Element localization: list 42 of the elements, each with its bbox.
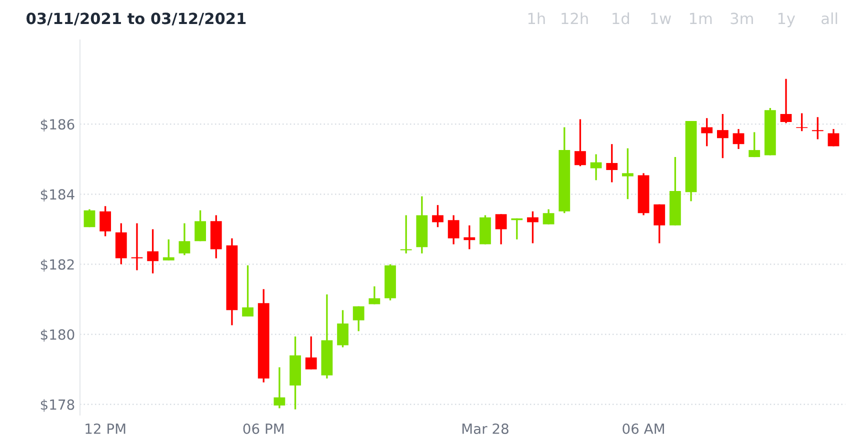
y-tick-label: $180 — [40, 329, 74, 342]
candlestick — [178, 222, 190, 256]
candlestick — [622, 147, 634, 200]
candlestick — [194, 209, 206, 242]
candlestick — [654, 204, 666, 244]
candlestick — [495, 213, 507, 246]
candlestick — [368, 286, 380, 306]
x-tick-label: 06 AM — [622, 424, 664, 434]
candlestick — [100, 205, 112, 238]
candlestick — [84, 208, 96, 228]
candlestick — [242, 264, 254, 318]
candlestick — [828, 128, 840, 148]
y-tick-label: $184 — [40, 188, 74, 202]
candlestick — [542, 208, 554, 226]
candlestick — [464, 224, 476, 250]
candlestick — [716, 113, 728, 159]
x-tick-label: 12 PM — [86, 424, 126, 434]
candlestick — [780, 78, 792, 124]
candlestick — [274, 366, 286, 410]
candlestick — [448, 214, 460, 246]
candlestick — [527, 210, 538, 244]
chart-title: 03/11/2021 to 03/12/2021 — [26, 12, 246, 26]
candlestick — [162, 238, 174, 262]
candlestick — [574, 118, 586, 168]
candlestick — [732, 128, 744, 150]
candlestick — [337, 309, 348, 348]
x-tick-label: Mar 28 — [462, 424, 508, 434]
candlestick — [748, 131, 760, 158]
y-tick-label: $182 — [40, 258, 74, 272]
candlestick — [147, 228, 158, 274]
candlestick — [432, 204, 444, 228]
candlestick — [606, 143, 618, 184]
y-tick-label: $178 — [40, 399, 74, 412]
candlestick — [701, 117, 713, 148]
candlestick — [352, 305, 364, 332]
candlestick — [400, 214, 412, 254]
candlestick — [131, 222, 143, 272]
candlestick — [590, 153, 602, 182]
candlestick — [305, 336, 317, 370]
x-tick-label: 06 PM — [243, 424, 284, 434]
y-tick-label: $186 — [40, 118, 74, 132]
candlestick — [812, 116, 824, 140]
